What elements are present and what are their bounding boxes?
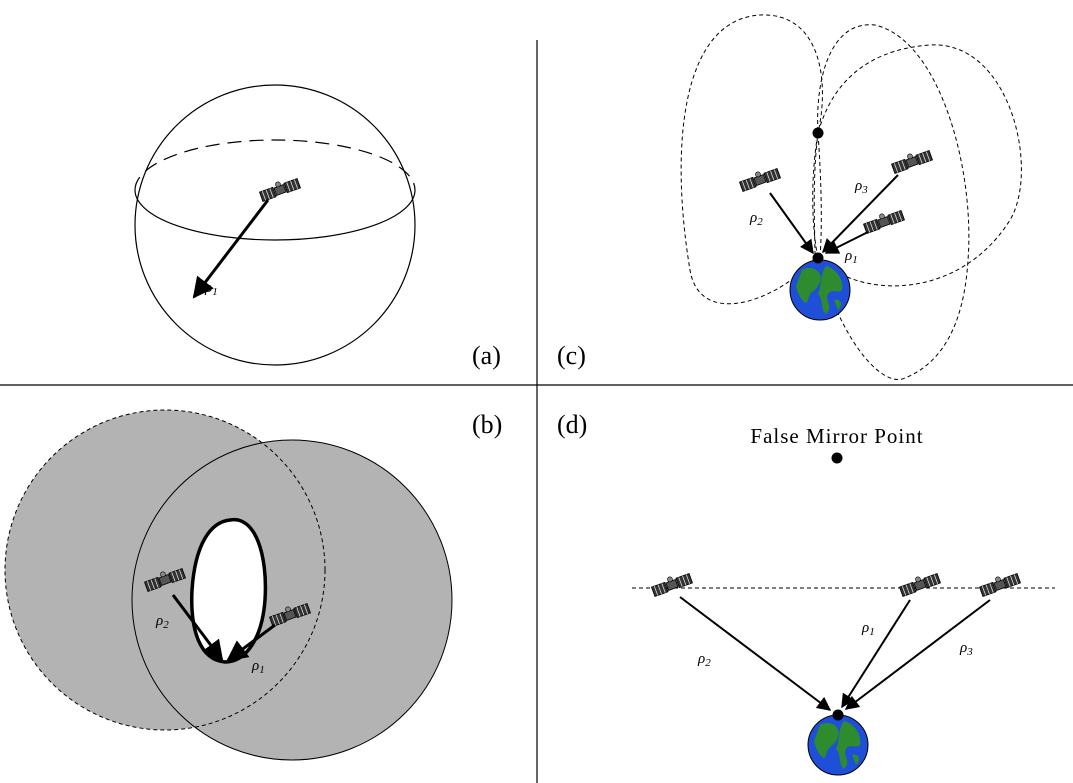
rho-sub: 1 bbox=[259, 664, 265, 676]
rho-sub: 1 bbox=[212, 286, 218, 298]
satellite bbox=[862, 207, 904, 233]
panel-label: (c) bbox=[557, 341, 586, 370]
panel-c bbox=[681, 15, 1021, 380]
panel-label: (a) bbox=[472, 341, 501, 370]
satellite bbox=[738, 165, 780, 191]
range-arrow bbox=[842, 600, 910, 707]
rho-sub: 3 bbox=[966, 646, 973, 658]
panel-c-marks: ρ2 ρ3 ρ1 (c) bbox=[557, 128, 933, 371]
rho-label: ρ1 bbox=[844, 248, 858, 266]
rho-sub: 1 bbox=[852, 254, 858, 266]
mirror-point bbox=[813, 128, 824, 139]
mirror-point bbox=[832, 453, 843, 464]
rho: ρ bbox=[854, 178, 862, 194]
locus bbox=[681, 15, 822, 304]
rho: ρ bbox=[861, 620, 869, 636]
earth bbox=[790, 260, 850, 320]
rho-label: ρ3 bbox=[959, 640, 973, 658]
mirror-point-label: False Mirror Point bbox=[750, 424, 923, 448]
rho-sub: 1 bbox=[869, 626, 875, 638]
satellite bbox=[258, 175, 300, 201]
rho-sub: 2 bbox=[163, 619, 169, 631]
rho: ρ bbox=[749, 210, 757, 226]
rho: ρ bbox=[155, 613, 163, 629]
rho: ρ bbox=[204, 280, 212, 296]
satellite bbox=[978, 570, 1020, 596]
rho-label: ρ3 bbox=[854, 178, 868, 196]
rho: ρ bbox=[959, 640, 967, 656]
panel-d: (d) False Mirror Point ρ2 ρ1 ρ3 bbox=[557, 410, 1055, 775]
rho-sub: 3 bbox=[861, 184, 868, 196]
rho-sub: 2 bbox=[705, 657, 711, 669]
rho-sub: 2 bbox=[757, 216, 763, 228]
rho-label: ρ2 bbox=[749, 210, 763, 228]
satellite bbox=[898, 570, 940, 596]
receiver bbox=[833, 710, 844, 721]
sphere bbox=[135, 85, 415, 365]
earth bbox=[808, 715, 868, 775]
rho-label: ρ2 bbox=[697, 651, 711, 669]
panel-label: (b) bbox=[472, 410, 502, 439]
rho-label: ρ1 bbox=[861, 620, 875, 638]
figure: ρ1 (a) ρ2 ρ3 ρ1 (c) ρ2 ρ1 (b) bbox=[0, 0, 1073, 783]
locus bbox=[818, 25, 969, 380]
panel-b: ρ2 ρ1 (b) bbox=[5, 410, 502, 760]
satellite bbox=[650, 570, 692, 596]
rho-label: ρ1 bbox=[204, 280, 218, 298]
receiver bbox=[813, 253, 824, 264]
panel-a: ρ1 (a) bbox=[135, 85, 501, 370]
equator-back bbox=[135, 140, 415, 190]
range-sphere bbox=[132, 440, 452, 760]
panel-label: (d) bbox=[557, 410, 587, 439]
rho: ρ bbox=[697, 651, 705, 667]
rho: ρ bbox=[844, 248, 852, 264]
range-arrow bbox=[770, 193, 813, 253]
satellite bbox=[890, 147, 932, 173]
rho: ρ bbox=[251, 658, 259, 674]
